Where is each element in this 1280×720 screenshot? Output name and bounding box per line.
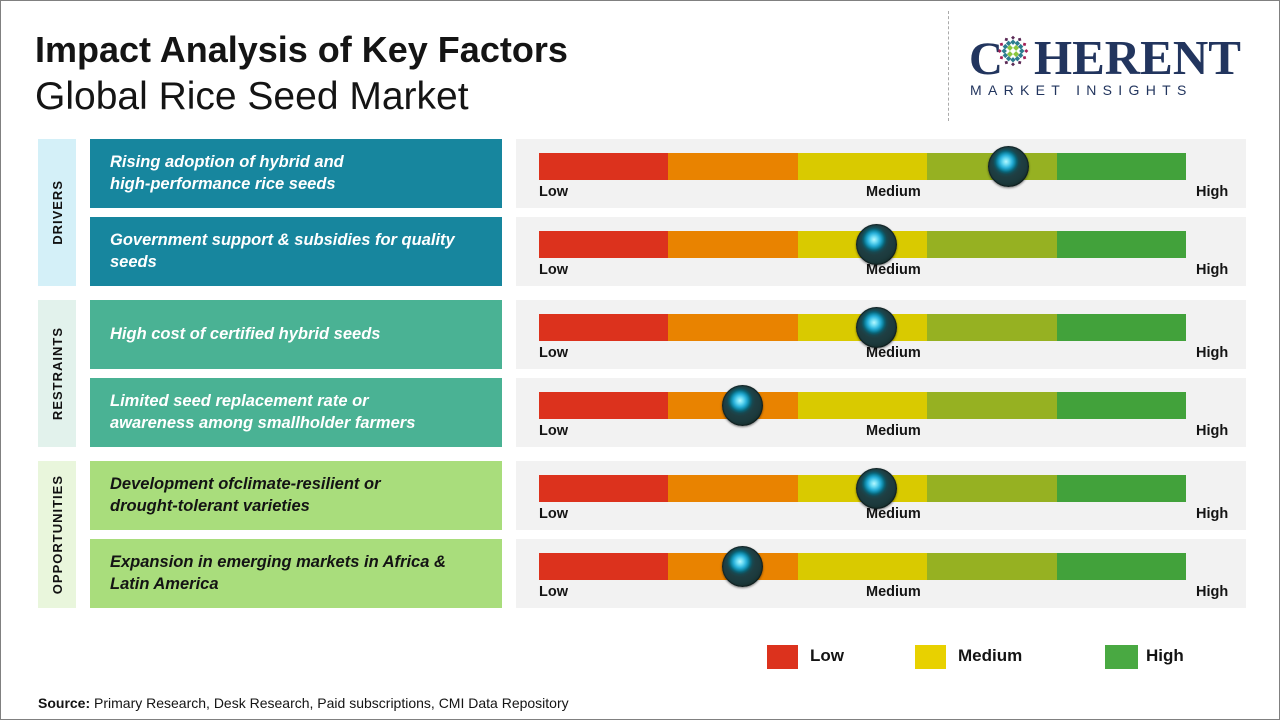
svg-text:C: C [969,33,1002,85]
svg-text:MARKET INSIGHTS: MARKET INSIGHTS [970,82,1193,98]
svg-text:HERENT: HERENT [1034,30,1241,85]
